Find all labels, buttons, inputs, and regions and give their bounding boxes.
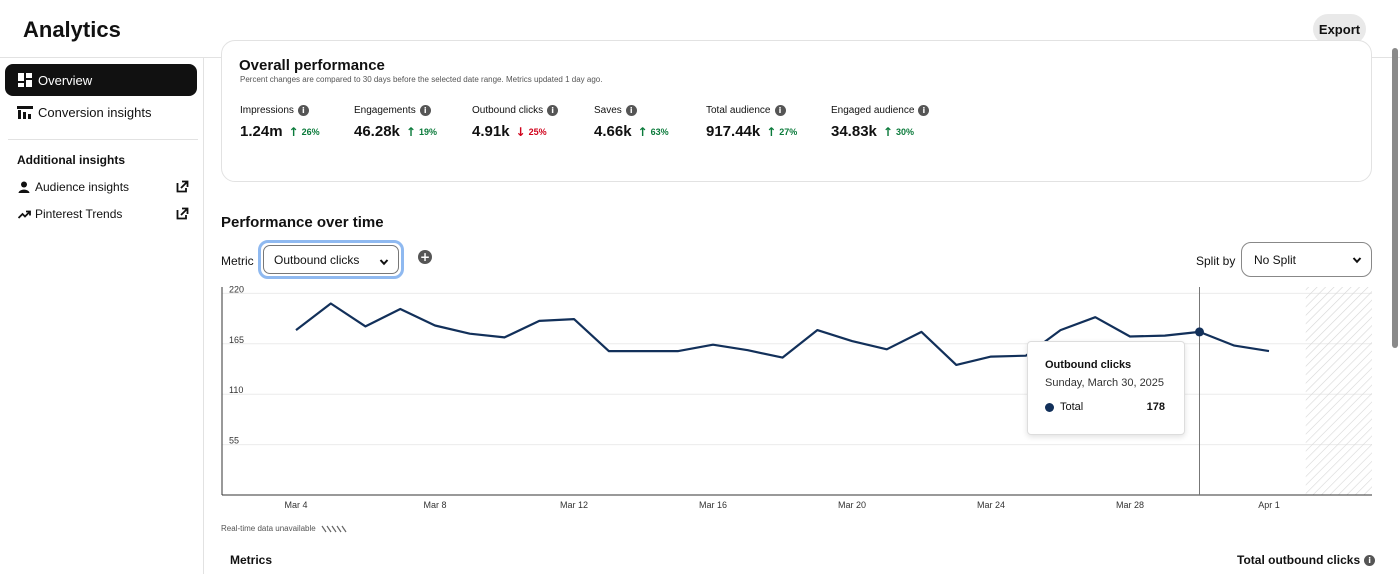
overall-performance-subtitle: Percent changes are compared to 30 days … [240,75,603,84]
tooltip-series-name: Total [1060,401,1084,413]
external-link-icon [176,207,189,220]
total-outbound-clicks-heading: Total outbound clicks i [1237,553,1376,567]
external-link-icon [176,180,189,193]
x-tick-label: Mar 4 [284,500,307,510]
x-tick-label: Mar 20 [838,500,866,510]
info-icon[interactable]: i [774,105,786,116]
series-line-total [295,302,1270,366]
split-by-label: Split by [1196,254,1236,268]
kpi-label: Impressions [240,105,294,116]
info-icon[interactable]: i [918,105,930,116]
chevron-down-icon [1352,257,1362,264]
page-title: Analytics [23,17,121,42]
arrow-up-icon: ↑ [637,125,648,139]
additional-insights-heading: Additional insights [17,153,125,167]
split-by-value: No Split [1254,252,1297,267]
kpi-engaged-audience[interactable]: Engaged audience i 34.83k ↑ 30% [831,105,930,140]
y-tick-label: 55 [229,436,239,446]
kpi-outbound-clicks[interactable]: Outbound clicks i 4.91k ↓ 25% [472,105,559,140]
y-tick-label: 220 [229,284,244,294]
kpi-label: Outbound clicks [472,105,544,116]
kpi-value: 4.91k [472,123,510,140]
series-color-dot [1045,403,1054,412]
x-tick-label: Mar 28 [1116,500,1144,510]
x-tick-label: Mar 24 [977,500,1005,510]
info-icon[interactable]: i [547,105,559,116]
x-tick-label: Mar 16 [699,500,727,510]
kpi-total-audience[interactable]: Total audience i 917.44k ↑ 27% [706,105,797,140]
kpi-change: ↑ 27% [766,125,798,139]
y-tick-label: 110 [229,385,243,395]
sidebar-item-label: Conversion insights [38,104,152,120]
kpi-change: ↑ 19% [405,125,437,139]
info-icon[interactable]: i [625,105,637,116]
sidebar-item-conversion-insights[interactable]: Conversion insights [5,96,197,128]
metric-label: Metric [221,254,254,268]
person-icon [17,180,31,194]
x-tick-label: Mar 8 [423,500,446,510]
sidebar-link-audience-insights[interactable]: Audience insights [17,177,189,197]
kpi-value: 34.83k [831,123,877,140]
sidebar-link-pinterest-trends[interactable]: Pinterest Trends [17,204,189,224]
kpi-value: 1.24m [240,123,283,140]
add-metric-icon[interactable]: + [418,250,432,264]
kpi-value: 4.66k [594,123,632,140]
trend-arrow-icon [17,207,31,221]
y-tick-label: 165 [229,335,244,345]
page-scrollbar[interactable] [1392,48,1398,348]
arrow-up-icon: ↑ [405,125,416,139]
x-tick-label: Mar 12 [560,500,588,510]
split-by-select[interactable]: No Split [1241,242,1372,277]
tooltip-series-value: 178 [1146,401,1165,413]
kpi-label: Engaged audience [831,105,915,116]
kpi-label: Saves [594,105,622,116]
metrics-table-heading: Metrics [230,553,273,567]
chevron-down-icon [379,259,389,266]
kpi-change: ↑ 26% [288,125,320,139]
realtime-note: Real-time data unavailable [221,524,347,533]
info-icon[interactable]: i [1364,554,1376,566]
sidebar-divider [8,139,198,140]
sidebar-link-label: Audience insights [35,180,130,194]
kpi-value: 46.28k [354,123,400,140]
tooltip-date: Sunday, March 30, 2025 [1045,377,1165,389]
x-tick-label: Apr 1 [1258,500,1280,510]
kpi-change: ↓ 25% [515,125,547,139]
kpi-change: ↑ 30% [882,125,914,139]
metric-select-value: Outbound clicks [274,252,360,267]
kpi-label: Engagements [354,105,416,116]
chart-tooltip: Outbound clicks Sunday, March 30, 2025 T… [1027,341,1185,435]
arrow-down-icon: ↓ [515,125,526,139]
sidebar-item-label: Overview [38,72,93,88]
overall-performance-card [221,40,1372,182]
kpi-label: Total audience [706,105,771,116]
info-icon[interactable]: i [297,105,309,116]
info-icon[interactable]: i [419,105,431,116]
tooltip-title: Outbound clicks [1045,359,1132,371]
highlighted-data-point[interactable] [1195,327,1204,337]
arrow-up-icon: ↑ [882,125,893,139]
metric-select-inner[interactable]: Outbound clicks [263,245,399,274]
performance-over-time-title: Performance over time [221,214,384,231]
arrow-up-icon: ↑ [288,125,299,139]
kpi-change: ↑ 63% [637,125,669,139]
kpi-value: 917.44k [706,123,761,140]
overall-performance-title: Overall performance [239,57,385,74]
kpi-saves[interactable]: Saves i 4.66k ↑ 63% [594,105,669,140]
funnel-chart-icon [17,104,33,120]
export-button[interactable]: Export [1313,14,1366,44]
hatch-legend-icon [321,525,347,532]
realtime-unavailable-area [1305,287,1372,495]
sidebar: Overview Conversion insights Additional … [0,58,204,574]
metric-select[interactable]: Outbound clicks [258,240,404,279]
kpi-impressions[interactable]: Impressions i 1.24m ↑ 26% [240,105,320,140]
dashboard-icon [17,72,33,88]
kpi-engagements[interactable]: Engagements i 46.28k ↑ 19% [354,105,437,140]
sidebar-link-label: Pinterest Trends [35,207,123,221]
sidebar-item-overview[interactable]: Overview [5,64,197,96]
arrow-up-icon: ↑ [766,125,777,139]
